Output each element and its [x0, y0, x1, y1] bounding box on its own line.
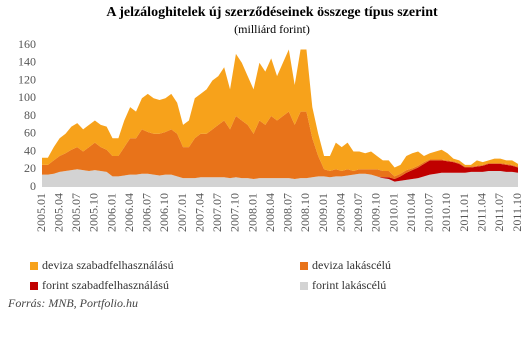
x-tick-label: 2008.10	[298, 193, 312, 232]
x-tick-label: 2009.07	[351, 193, 365, 232]
legend-swatch	[30, 282, 38, 290]
x-tick-label: 2008.01	[245, 193, 259, 232]
x-tick-label: 2007.01	[175, 193, 189, 232]
x-tick-label: 2006.01	[104, 193, 118, 232]
y-tick-label: 0	[30, 179, 36, 193]
area	[42, 49, 518, 177]
legend-label: forint lakáscélú	[312, 278, 386, 292]
y-tick-label: 40	[24, 143, 36, 157]
x-tick-label: 2005.10	[87, 193, 101, 232]
x-tick-label: 2005.07	[69, 193, 83, 232]
x-tick-label: 2008.07	[281, 193, 295, 232]
x-tick-label: 2007.10	[228, 193, 242, 232]
source: Forrás: MNB, Portfolio.hu	[7, 296, 138, 310]
legend-label: forint szabadfelhasználású	[42, 278, 169, 292]
area	[42, 160, 518, 182]
chart-subtitle: (milliárd forint)	[234, 22, 310, 36]
y-tick-label: 140	[18, 55, 36, 69]
x-tick-label: 2007.07	[210, 193, 224, 232]
y-tick-label: 20	[24, 161, 36, 175]
legend-swatch	[300, 262, 308, 270]
x-tick-label: 2006.07	[140, 193, 154, 232]
x-tick-label: 2011.01	[457, 193, 471, 232]
x-tick-label: 2009.04	[333, 193, 347, 232]
y-tick-label: 60	[24, 126, 36, 140]
x-tick-label: 2010.04	[404, 193, 418, 232]
x-tick-label: 2007.04	[192, 193, 206, 232]
legend-swatch	[300, 282, 308, 290]
x-tick-label: 2010.10	[439, 193, 453, 232]
x-tick-label: 2008.04	[263, 193, 277, 232]
y-tick-label: 100	[18, 90, 36, 104]
chart-title: A jelzáloghitelek új szerződéseinek össz…	[106, 5, 438, 20]
y-tick-label: 160	[18, 37, 36, 51]
legend-swatch	[30, 262, 38, 270]
x-tick-label: 2010.07	[422, 193, 436, 232]
x-tick-label: 2009.10	[369, 193, 383, 232]
x-tick-label: 2011.04	[474, 193, 488, 232]
x-tick-label: 2009.01	[316, 193, 330, 232]
x-tick-label: 2005.01	[34, 193, 48, 232]
x-tick-label: 2006.04	[122, 193, 136, 232]
area	[42, 111, 518, 180]
x-tick-label: 2006.10	[157, 193, 171, 232]
x-tick-label: 2011.10	[510, 193, 524, 232]
x-tick-label: 2010.01	[386, 193, 400, 232]
legend-label: deviza szabadfelhasználású	[42, 258, 174, 272]
legend-label: deviza lakáscélú	[312, 258, 391, 272]
x-tick-label: 2011.07	[492, 193, 506, 232]
y-tick-label: 120	[18, 72, 36, 86]
y-tick-label: 80	[24, 108, 36, 122]
x-tick-label: 2005.04	[51, 193, 65, 232]
